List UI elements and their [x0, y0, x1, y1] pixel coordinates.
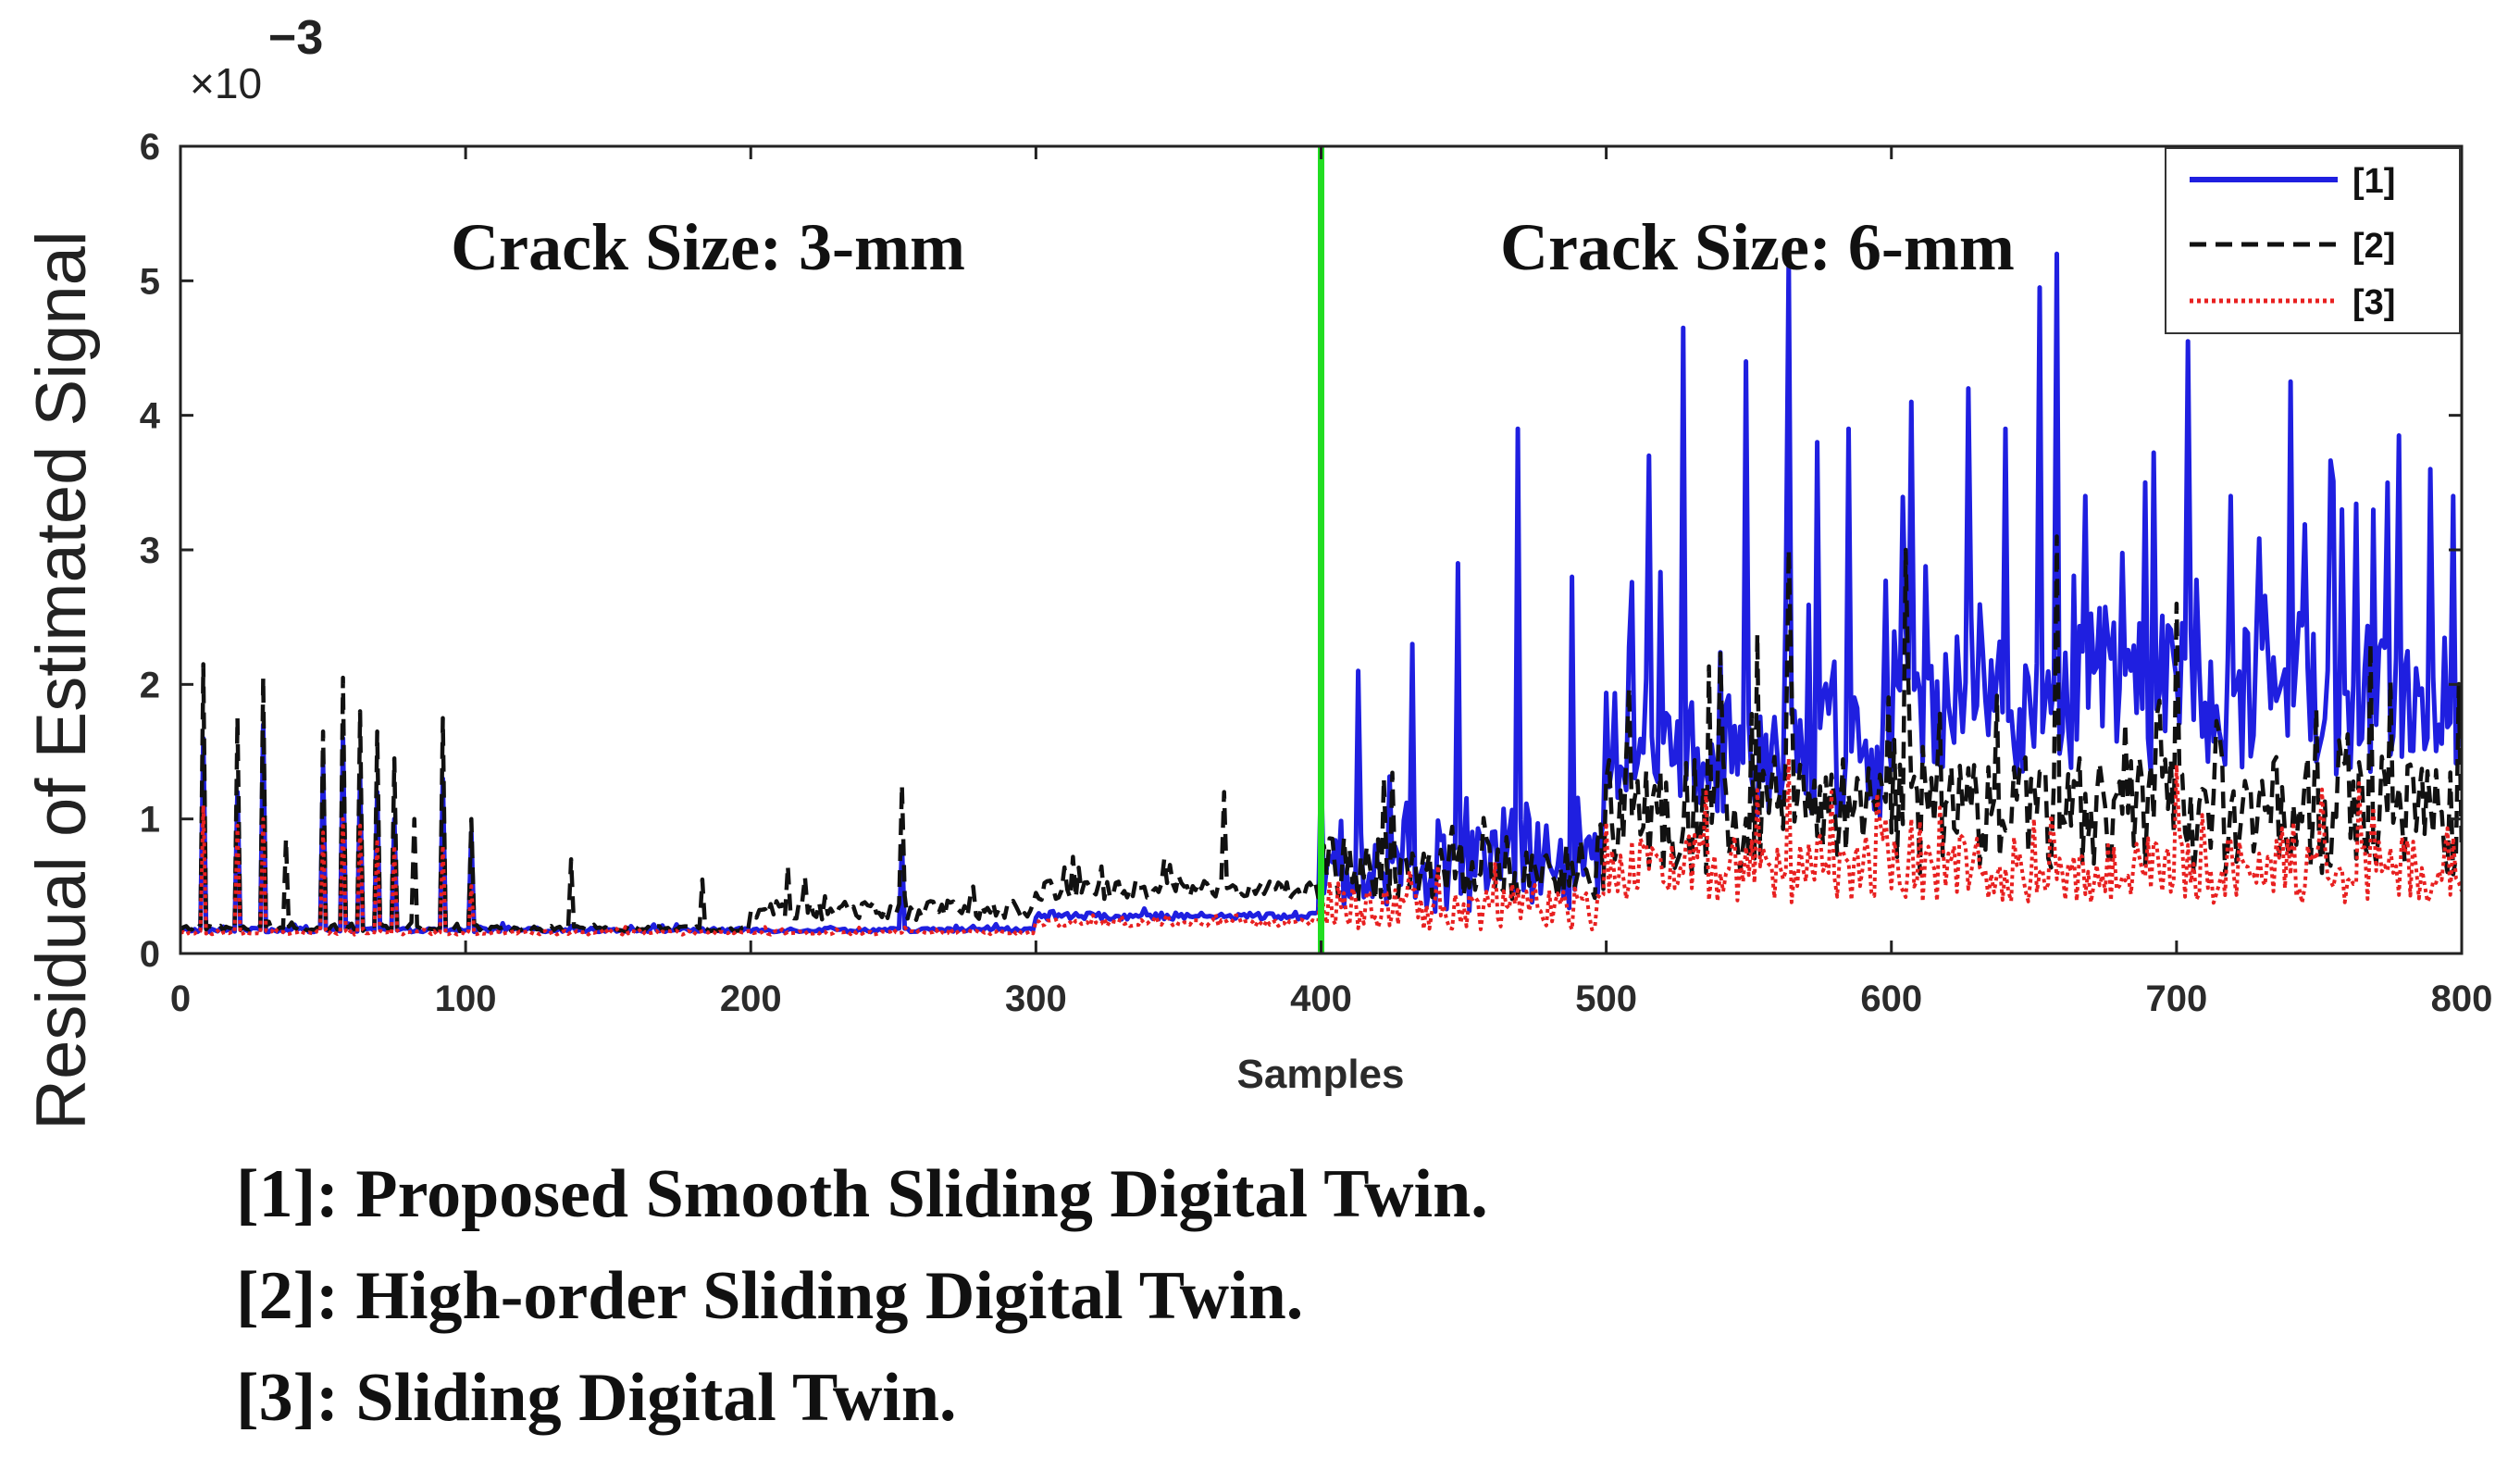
annotation-crack-6mm: Crack Size: 6-mm: [1500, 210, 2015, 284]
y-axis-title: Residual of Estimated Signal: [22, 231, 101, 1130]
x-tick-label: 600: [1860, 978, 1922, 1019]
footnote-2: [2]: High-order Sliding Digital Twin.: [236, 1258, 1304, 1334]
legend-label-3: [3]: [2352, 283, 2395, 322]
y-tick-label: 4: [140, 396, 161, 437]
annotation-crack-3mm: Crack Size: 3-mm: [451, 210, 965, 284]
y-tick-label: 2: [140, 665, 160, 705]
footnote-3: [3]: Sliding Digital Twin.: [236, 1360, 957, 1436]
legend-box: [2165, 147, 2461, 334]
y-tick-label: 0: [140, 934, 160, 975]
x-tick-label: 400: [1290, 978, 1352, 1019]
y-multiplier-base: ×10: [190, 59, 262, 107]
x-tick-label: 700: [2146, 978, 2208, 1019]
x-tick-label: 300: [1005, 978, 1067, 1019]
legend: [1] [2] [3]: [2165, 147, 2461, 334]
x-tick-label: 500: [1575, 978, 1637, 1019]
footnote-1: [1]: Proposed Smooth Sliding Digital Twi…: [236, 1156, 1488, 1232]
x-axis-title: Samples: [1237, 1052, 1405, 1097]
y-tick-label: 1: [140, 800, 160, 841]
x-tick-label: 0: [170, 978, 191, 1019]
x-tick-label: 200: [720, 978, 782, 1019]
y-multiplier-exponent: −3: [268, 11, 323, 65]
y-axis-ticks: 0 1 2 3 4 5 6: [140, 127, 2462, 975]
series-line-2: [180, 534, 2462, 934]
y-tick-label: 6: [140, 127, 160, 168]
x-tick-label: 800: [2431, 978, 2493, 1019]
legend-label-2: [2]: [2352, 227, 2395, 266]
legend-label-1: [1]: [2352, 162, 2395, 201]
x-axis-ticks: 0 100 200 300 400 500 600 700 800: [170, 146, 2493, 1019]
x-tick-label: 100: [435, 978, 497, 1019]
y-tick-label: 5: [140, 261, 160, 302]
y-tick-label: 3: [140, 530, 160, 571]
